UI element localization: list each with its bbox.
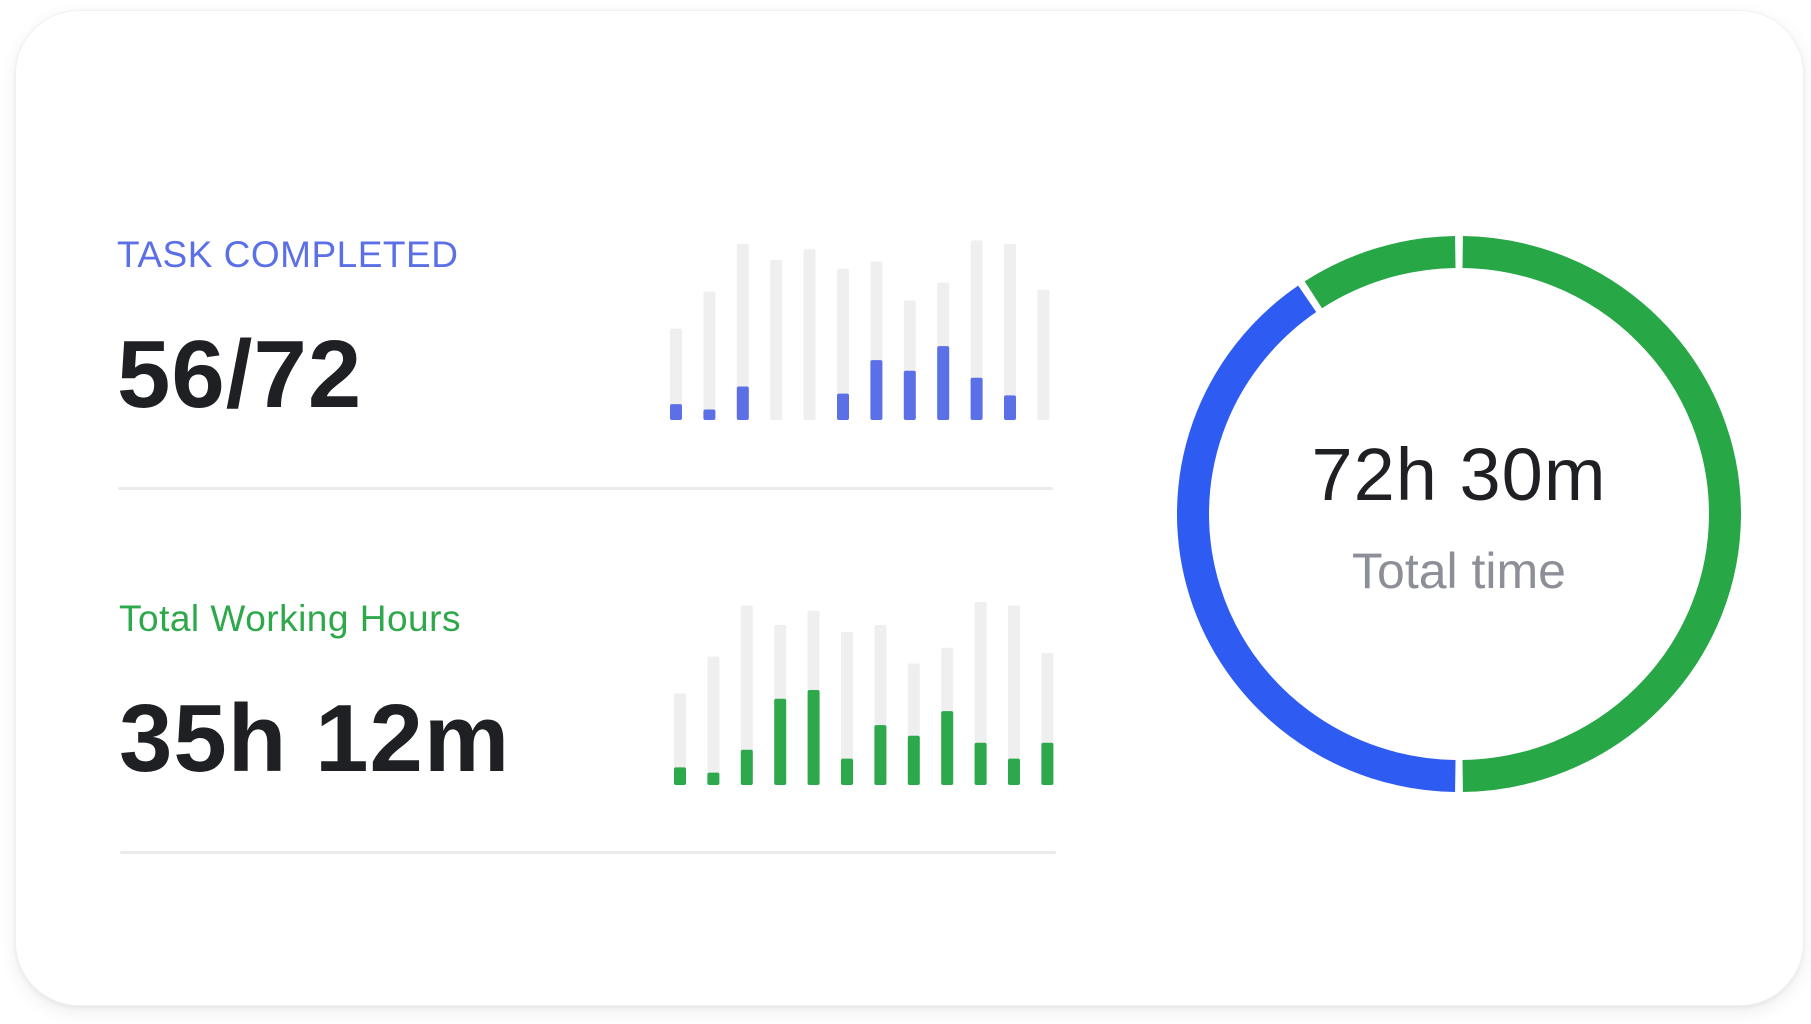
hours-value-bar bbox=[874, 725, 887, 785]
tasks-value-bar bbox=[903, 370, 916, 420]
donut-green-segment bbox=[1304, 236, 1456, 309]
divider-tasks bbox=[118, 487, 1053, 490]
tasks-track-bar bbox=[703, 291, 716, 420]
hours-track-bar bbox=[740, 605, 753, 785]
hours-value-bar bbox=[740, 749, 753, 785]
tasks-value-bar bbox=[837, 393, 849, 420]
tasks-track-bar bbox=[1037, 289, 1050, 420]
tasks-track-bar bbox=[837, 268, 849, 420]
hours-value: 35h 12m bbox=[119, 685, 511, 792]
tasks-value-bar bbox=[736, 386, 749, 420]
stats-card bbox=[15, 10, 1804, 1006]
hours-value-bar bbox=[841, 758, 853, 785]
hours-value-bar bbox=[941, 711, 954, 785]
donut-chart bbox=[1177, 236, 1741, 792]
tasks-value-bar bbox=[703, 409, 716, 420]
tasks-value-bar bbox=[937, 346, 950, 420]
tasks-track-bar bbox=[736, 244, 749, 420]
total-time-caption: Total time bbox=[1352, 543, 1566, 599]
tasks-value-bar bbox=[870, 360, 883, 420]
tasks-track-bar bbox=[1004, 244, 1016, 420]
donut-blue-segment bbox=[1177, 285, 1456, 792]
hours-bar-chart bbox=[674, 601, 1054, 785]
donut-green-segment bbox=[1462, 236, 1741, 792]
tasks-track-bar bbox=[970, 240, 983, 420]
hours-track-bar bbox=[1008, 605, 1020, 785]
tasks-track-bar bbox=[770, 259, 783, 420]
tasks-value-bar bbox=[670, 404, 682, 420]
hours-value-bar bbox=[1008, 758, 1020, 785]
tasks-value-bar bbox=[970, 377, 983, 420]
hours-value-bar bbox=[974, 742, 987, 785]
hours-value-bar bbox=[707, 772, 720, 785]
total-time-donut: 72h 30m Total time bbox=[1176, 236, 1742, 792]
hours-value-bar bbox=[907, 735, 920, 785]
divider-hours bbox=[120, 851, 1056, 854]
tasks-value-bar bbox=[1004, 395, 1016, 420]
hours-track-bar bbox=[974, 601, 987, 785]
hours-value-bar bbox=[807, 689, 820, 785]
tasks-track-bar bbox=[670, 328, 682, 420]
total-time-value: 72h 30m bbox=[1311, 433, 1607, 516]
hours-value-bar bbox=[1041, 742, 1054, 785]
tasks-value: 56/72 bbox=[117, 321, 363, 428]
hours-track-bar bbox=[674, 693, 686, 785]
hours-value-bar bbox=[774, 698, 787, 785]
tasks-bar-chart bbox=[670, 240, 1050, 420]
tasks-track-bar bbox=[803, 249, 816, 420]
hours-label: Total Working Hours bbox=[119, 598, 461, 639]
hours-track-bar bbox=[707, 656, 720, 785]
hours-track-bar bbox=[841, 631, 853, 785]
tasks-label: TASK COMPLETED bbox=[117, 234, 459, 275]
hours-value-bar bbox=[674, 767, 686, 785]
